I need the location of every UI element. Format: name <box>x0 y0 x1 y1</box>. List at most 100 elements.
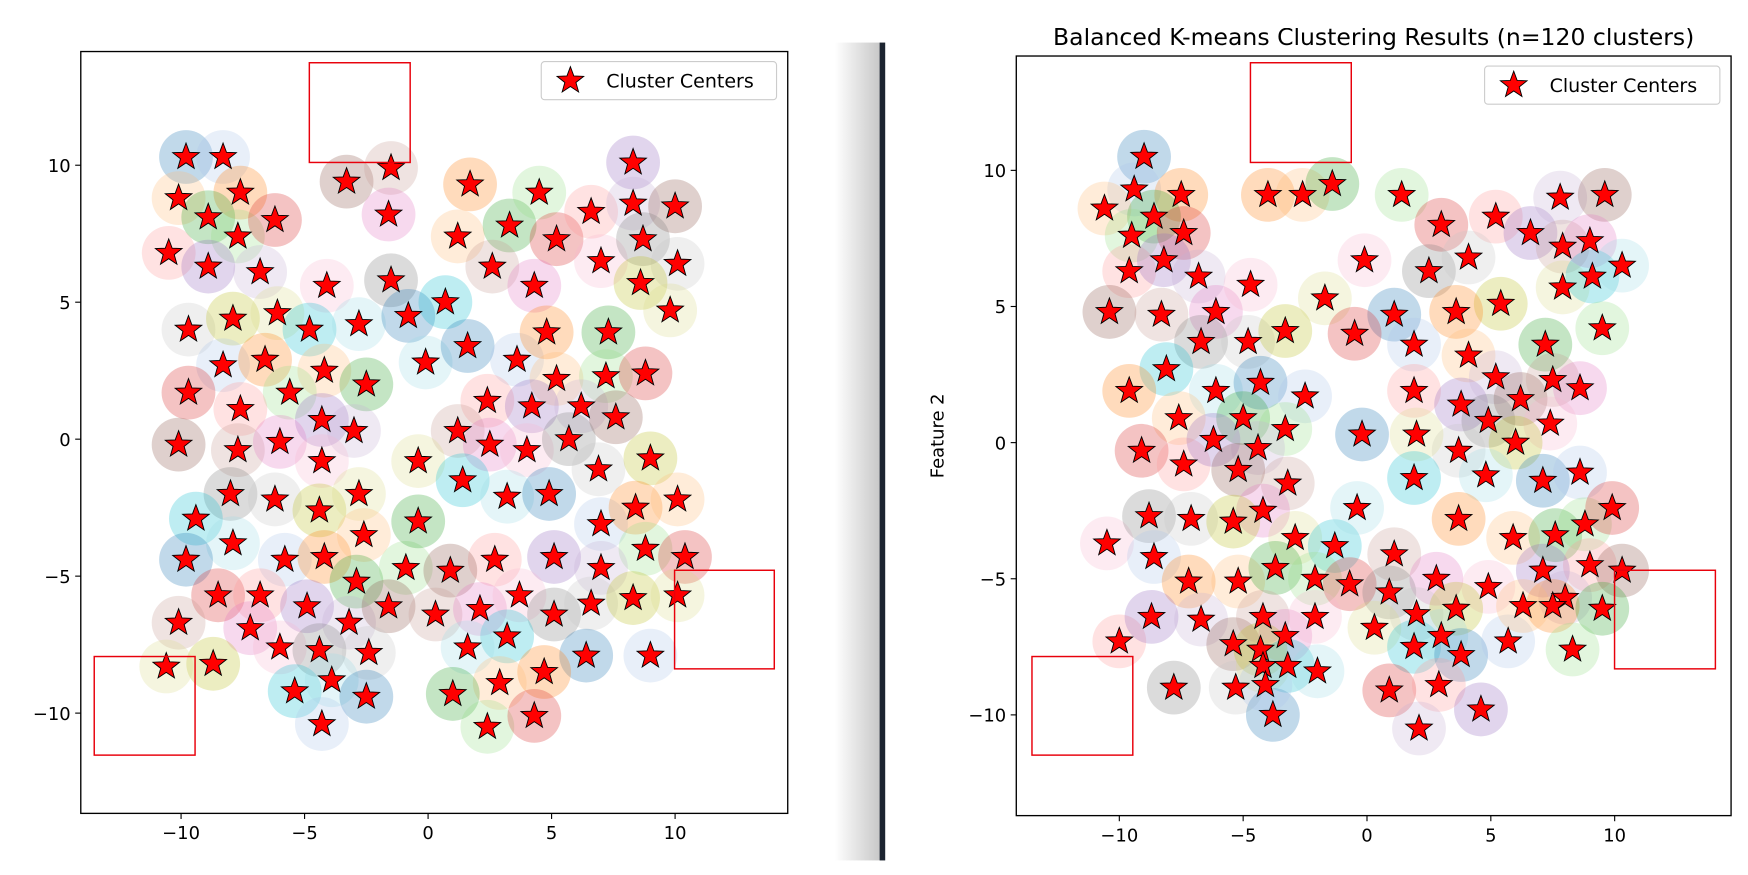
cluster-center <box>630 533 661 562</box>
cluster-center <box>376 264 406 293</box>
cluster-center <box>1300 563 1330 592</box>
cluster-center <box>420 599 451 627</box>
cluster-center <box>1444 503 1474 532</box>
cluster-center <box>1414 255 1444 284</box>
cluster-center <box>235 612 265 641</box>
cluster-center <box>1119 174 1149 202</box>
y-axis-label: Feature 2 <box>927 393 948 478</box>
cluster-center <box>334 607 364 636</box>
cluster-center <box>465 593 495 622</box>
cluster-center <box>1379 299 1409 328</box>
legend-label: Cluster Centers <box>606 70 754 92</box>
cluster-center <box>1493 626 1523 654</box>
cluster-center <box>1374 675 1404 703</box>
cluster-center <box>1342 492 1372 521</box>
y-tick-label: 0 <box>995 433 1006 454</box>
cluster-center <box>1575 549 1605 578</box>
cluster-center <box>1587 312 1617 341</box>
cluster-center <box>663 484 693 512</box>
cluster-center <box>265 426 295 455</box>
cluster-center <box>1223 454 1253 483</box>
cluster-center <box>1223 566 1253 594</box>
annotation-box <box>673 569 776 670</box>
cluster-center <box>1139 201 1169 230</box>
cluster-center <box>1176 503 1206 532</box>
cluster-center <box>1607 250 1637 279</box>
y-tick-label: −5 <box>980 569 1006 590</box>
plot-panel: −10 −5 0 5 10 −10 −5 0 5 10 Cluster Centers Feature… <box>927 55 1732 846</box>
cluster-center <box>280 675 310 704</box>
cluster-center <box>1558 634 1588 662</box>
cluster-center <box>1421 563 1451 592</box>
cluster-center <box>1127 435 1157 464</box>
cluster-center <box>1401 598 1432 627</box>
cluster-center <box>1441 593 1471 622</box>
cluster-center <box>1159 672 1189 701</box>
cluster-center <box>1535 408 1565 436</box>
cluster-center <box>628 223 658 252</box>
cluster-center <box>294 314 325 342</box>
annotation-box <box>93 655 196 756</box>
cluster-center <box>1169 217 1199 246</box>
cluster-center <box>586 245 616 274</box>
cluster-center <box>1245 634 1276 662</box>
cluster-center <box>517 390 547 419</box>
cluster-center <box>1186 326 1216 355</box>
annotation-box <box>308 62 411 164</box>
cluster-center <box>1218 506 1248 534</box>
cluster-center <box>477 251 507 279</box>
legend: Cluster Centers <box>1484 65 1721 105</box>
cluster-center <box>435 555 465 584</box>
cluster-center <box>502 344 532 373</box>
cluster-center <box>1401 419 1432 447</box>
cluster-center <box>480 544 510 573</box>
cluster-center <box>571 640 601 668</box>
cluster-center <box>586 552 616 581</box>
cluster-center <box>260 204 290 233</box>
cluster-center <box>164 429 194 458</box>
y-tick-label: −5 <box>44 567 70 588</box>
cluster-center <box>260 484 290 512</box>
cluster-center <box>339 415 369 444</box>
cluster-center <box>1570 509 1600 537</box>
cluster-center <box>304 495 334 523</box>
cluster-center <box>351 369 381 397</box>
cluster-center <box>1248 650 1278 679</box>
x-tick-label: 0 <box>1361 825 1372 846</box>
cluster-center <box>307 708 337 737</box>
cluster-center <box>635 640 665 668</box>
cluster-center <box>1233 326 1263 355</box>
cluster-center <box>541 363 572 392</box>
cluster-center <box>1164 402 1194 431</box>
cluster-center <box>1486 288 1516 317</box>
cluster-center <box>1399 631 1429 660</box>
cluster-center <box>1444 435 1474 464</box>
cluster-center <box>1151 353 1181 382</box>
cluster-center <box>1374 577 1404 605</box>
cluster-center <box>512 434 542 463</box>
cluster-center <box>472 711 502 740</box>
x-tick-label: −10 <box>1100 825 1138 846</box>
top-cover <box>0 0 1748 29</box>
cluster-center <box>1117 220 1147 249</box>
axes-frame <box>80 50 789 815</box>
cluster-center <box>223 434 253 463</box>
cluster-center <box>208 349 238 378</box>
cluster-center <box>349 519 379 548</box>
cluster-center <box>455 169 485 197</box>
cluster-center <box>1089 193 1120 221</box>
cluster-center <box>438 678 468 707</box>
cluster-center <box>1538 590 1568 619</box>
cluster-center <box>1092 528 1122 556</box>
cluster-center <box>1515 217 1546 246</box>
cluster-center <box>1481 361 1511 390</box>
cluster-center <box>1198 424 1228 453</box>
cluster-center <box>1575 225 1605 254</box>
cluster-center <box>1498 522 1528 551</box>
cluster-center <box>495 210 525 238</box>
cluster-center <box>1473 571 1503 600</box>
cluster-center <box>1270 620 1300 649</box>
x-tick-label: −5 <box>291 823 317 844</box>
cluster-center <box>403 445 433 474</box>
cluster-center <box>154 237 184 266</box>
